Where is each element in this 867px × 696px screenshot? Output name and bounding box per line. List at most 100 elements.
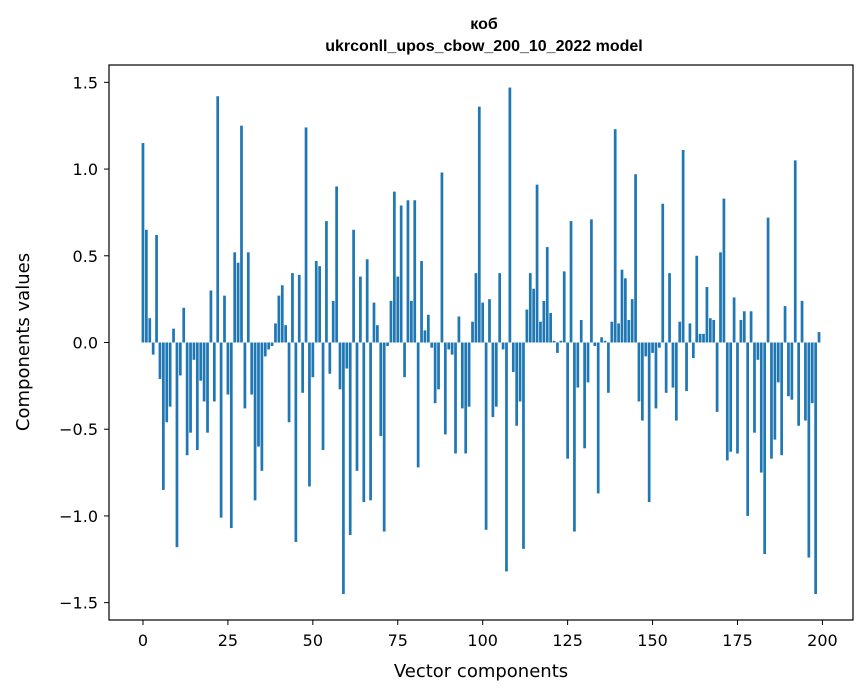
bar-0 [141,143,145,343]
y-axis-ticks: −1.5 −1.0 −0.5 0.0 0.5 1.0 1.5 [59,73,109,613]
bar-35 [260,342,264,471]
bar-178 [746,342,750,516]
bar-71 [382,342,386,532]
bar-149 [647,342,651,503]
x-tick-label: 50 [303,631,323,650]
bar-112 [522,342,525,549]
y-tick-label: −0.5 [59,420,98,439]
bar-169 [715,342,719,412]
bar-122 [556,342,559,353]
x-tick-label: 25 [218,631,238,650]
bar-4 [155,234,158,343]
bar-53 [321,342,325,451]
bar-89 [443,342,447,435]
bar-135 [600,337,603,343]
bar-179 [749,311,753,343]
bar-156 [671,342,675,388]
bar-140 [617,323,620,343]
bar-74 [393,191,396,343]
bar-163 [695,255,699,343]
bar-17 [199,342,203,381]
bar-150 [651,342,654,353]
bar-64 [359,276,362,343]
bar-105 [498,273,502,343]
bar-49 [308,342,311,487]
bar-67 [369,342,372,501]
bar-22 [216,96,220,343]
bar-77 [403,342,406,378]
bar-34 [257,342,260,447]
bar-5 [158,342,162,379]
bar-110 [515,342,519,426]
bar-32 [250,342,254,395]
bar-26 [229,342,233,529]
bar-12 [182,307,186,343]
bar-33 [253,342,257,501]
bar-196 [807,342,811,558]
bar-161 [688,323,692,343]
bar-41 [280,285,284,343]
bar-115 [532,288,536,343]
bar-184 [766,217,770,343]
bar-54 [325,221,328,343]
bar-68 [372,302,376,343]
bar-8 [168,342,172,407]
bar-137 [607,342,610,393]
bar-57 [335,186,338,343]
chart-title: коб [470,16,498,33]
bar-109 [511,342,515,372]
bar-91 [450,342,454,355]
x-tick-label: 100 [467,631,498,650]
bar-13 [185,342,189,456]
bar-99 [477,106,481,343]
bar-56 [331,300,335,343]
bar-46 [297,274,301,343]
bar-100 [481,302,485,343]
bar-127 [573,342,576,532]
chart-subtitle: ukrconll_upos_cbow_200_10_2022 model [325,38,642,55]
bar-138 [610,321,614,343]
y-tick-label: 0.0 [73,334,98,353]
bar-94 [460,342,464,409]
bar-55 [328,342,332,374]
bar-119 [545,247,549,343]
bar-171 [722,198,726,343]
bar-59 [342,342,345,594]
bar-21 [212,342,216,402]
bar-188 [780,342,784,456]
bar-189 [783,306,787,343]
bar-118 [542,300,546,343]
x-axis-label: Vector components [394,661,568,682]
bar-141 [620,269,624,343]
bar-7 [165,342,169,423]
bar-191 [790,342,794,400]
bar-185 [770,342,773,459]
bar-37 [267,342,271,350]
bar-181 [756,342,760,360]
bar-72 [386,342,389,346]
bar-90 [447,342,451,350]
bar-27 [233,252,237,343]
bar-152 [658,342,661,348]
bar-52 [318,266,321,343]
y-tick-label: −1.0 [59,507,98,526]
bar-25 [226,342,230,395]
bar-182 [759,342,763,473]
bar-84 [426,314,430,343]
bar-124 [562,271,566,343]
bar-70 [379,342,383,437]
bar-106 [501,342,505,350]
bar-62 [352,229,355,343]
bar-11 [178,342,182,376]
bar-15 [192,342,196,360]
bar-158 [678,321,682,343]
bar-144 [630,299,634,343]
bar-133 [593,342,597,346]
bar-131 [586,342,590,383]
bar-103 [491,342,495,418]
bar-80 [413,200,417,343]
bar-24 [223,295,226,343]
bar-130 [583,342,586,449]
bar-76 [399,205,403,343]
